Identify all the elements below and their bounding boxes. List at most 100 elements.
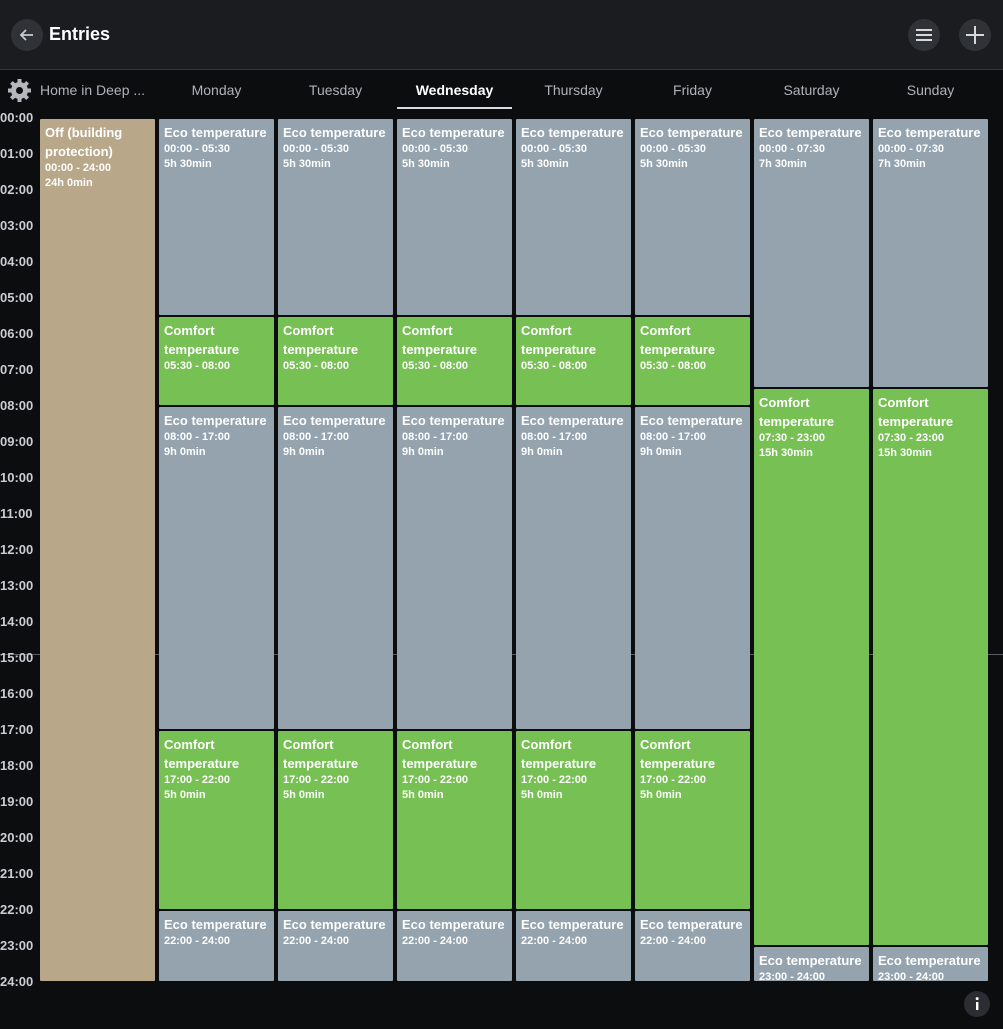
info-button[interactable]	[964, 991, 990, 1017]
schedule-entry[interactable]: Eco temperature 23:00 - 24:00	[873, 947, 988, 981]
entry-range: 22:00 - 24:00	[164, 935, 231, 947]
hour-label: 09:00	[0, 434, 34, 449]
menu-button[interactable]	[908, 19, 940, 51]
entry-range: 17:00 - 22:00	[283, 774, 350, 786]
entry-title: Eco temperature	[759, 125, 862, 140]
schedule-entry[interactable]: Eco temperature 00:00 - 05:30 5h 30min	[397, 119, 512, 315]
entry-range: 05:30 - 08:00	[164, 360, 231, 372]
entry-duration: 5h 0min	[402, 789, 444, 801]
day-tab[interactable]: Monday	[191, 82, 242, 98]
entry-duration: 5h 30min	[640, 158, 688, 170]
schedule-entry[interactable]: Comfort temperature 05:30 - 08:00	[397, 317, 512, 405]
schedule-entry[interactable]: Eco temperature 08:00 - 17:00 9h 0min	[159, 407, 274, 729]
schedule-entry[interactable]: Eco temperature 08:00 - 17:00 9h 0min	[278, 407, 393, 729]
schedule-entry[interactable]: Eco temperature 08:00 - 17:00 9h 0min	[516, 407, 631, 729]
schedule-entry[interactable]: Eco temperature 08:00 - 17:00 9h 0min	[397, 407, 512, 729]
schedule-entry[interactable]: Comfort temperature 17:00 - 22:00 5h 0min	[397, 731, 512, 909]
entry-title: Eco temperature	[402, 413, 505, 428]
hour-label: 10:00	[0, 470, 34, 485]
schedule-entry[interactable]: Eco temperature 22:00 - 24:00	[635, 911, 750, 981]
hour-label: 07:00	[0, 362, 34, 377]
zone-tab[interactable]: Home in Deep ...	[40, 82, 146, 98]
entry-title: Comfort temperature	[640, 323, 716, 357]
entry-title: Off (building protection)	[45, 125, 123, 159]
schedule-entry[interactable]: Comfort temperature 05:30 - 08:00	[159, 317, 274, 405]
hour-label: 08:00	[0, 398, 34, 413]
schedule-entry[interactable]: Eco temperature 00:00 - 07:30 7h 30min	[754, 119, 869, 387]
entry-range: 00:00 - 05:30	[164, 143, 231, 155]
schedule-entry[interactable]: Eco temperature 00:00 - 07:30 7h 30min	[873, 119, 988, 387]
schedule-entry[interactable]: Eco temperature 00:00 - 05:30 5h 30min	[159, 119, 274, 315]
day-tab[interactable]: Wednesday	[397, 70, 512, 110]
back-button[interactable]	[11, 19, 43, 51]
top-bar: Entries	[0, 0, 1003, 70]
hour-label: 14:00	[0, 614, 34, 629]
entry-title: Eco temperature	[164, 125, 267, 140]
entry-title: Eco temperature	[640, 125, 743, 140]
entry-duration: 5h 0min	[283, 789, 325, 801]
schedule-entry[interactable]: Comfort temperature 07:30 - 23:00 15h 30mi…	[873, 389, 988, 945]
entry-title: Eco temperature	[521, 125, 624, 140]
hour-label: 12:00	[0, 542, 34, 557]
entry-duration: 5h 0min	[640, 789, 682, 801]
entry-range: 00:00 - 07:30	[759, 143, 826, 155]
schedule-entry[interactable]: Comfort temperature 17:00 - 22:00 5h 0min	[516, 731, 631, 909]
entry-title: Comfort temperature	[878, 395, 954, 429]
entry-title: Eco temperature	[878, 125, 981, 140]
entry-title: Eco temperature	[640, 413, 743, 428]
entry-range: 08:00 - 17:00	[640, 431, 707, 443]
entry-range: 17:00 - 22:00	[640, 774, 707, 786]
schedule-entry[interactable]: Eco temperature 00:00 - 05:30 5h 30min	[278, 119, 393, 315]
entry-title: Comfort temperature	[521, 737, 597, 771]
entry-range: 22:00 - 24:00	[640, 935, 707, 947]
entry-duration: 5h 30min	[164, 158, 212, 170]
hour-label: 03:00	[0, 218, 34, 233]
schedule-entry[interactable]: Comfort temperature 05:30 - 08:00	[278, 317, 393, 405]
day-tab[interactable]: Sunday	[906, 82, 955, 98]
entry-range: 17:00 - 22:00	[164, 774, 231, 786]
schedule-entry[interactable]: Comfort temperature 17:00 - 22:00 5h 0min	[635, 731, 750, 909]
entry-title: Eco temperature	[640, 917, 743, 932]
schedule-entry[interactable]: Comfort temperature 05:30 - 08:00	[516, 317, 631, 405]
day-tab[interactable]: Saturday	[783, 82, 840, 98]
hour-label: 00:00	[0, 110, 34, 125]
schedule-entry[interactable]: Comfort temperature 05:30 - 08:00	[635, 317, 750, 405]
entry-title: Comfort temperature	[759, 395, 835, 429]
entry-duration: 15h 30min	[759, 447, 813, 459]
schedule-entry[interactable]: Off (building protection) 00:00 - 24:00 24…	[40, 119, 155, 981]
entry-title: Comfort temperature	[402, 737, 478, 771]
entry-title: Eco temperature	[402, 917, 505, 932]
entry-duration: 5h 0min	[164, 789, 206, 801]
entry-duration: 5h 30min	[402, 158, 450, 170]
hour-label: 16:00	[0, 686, 34, 701]
entry-title: Comfort temperature	[283, 737, 359, 771]
add-button[interactable]	[959, 19, 991, 51]
entry-range: 22:00 - 24:00	[402, 935, 469, 947]
schedule-entry[interactable]: Eco temperature 22:00 - 24:00	[278, 911, 393, 981]
hour-label: 15:00	[0, 650, 34, 665]
schedule-entry[interactable]: Comfort temperature 17:00 - 22:00 5h 0min	[278, 731, 393, 909]
hour-label: 23:00	[0, 938, 34, 953]
schedule-entry[interactable]: Eco temperature 08:00 - 17:00 9h 0min	[635, 407, 750, 729]
entry-range: 17:00 - 22:00	[402, 774, 469, 786]
schedule-entry[interactable]: Eco temperature 22:00 - 24:00	[516, 911, 631, 981]
schedule-entry[interactable]: Eco temperature 22:00 - 24:00	[397, 911, 512, 981]
schedule-entry[interactable]: Eco temperature 22:00 - 24:00	[159, 911, 274, 981]
day-tab[interactable]: Friday	[673, 82, 712, 98]
entry-range: 00:00 - 05:30	[283, 143, 350, 155]
day-tab[interactable]: Tuesday	[308, 82, 363, 98]
settings-icon[interactable]	[7, 78, 32, 103]
hour-label: 02:00	[0, 182, 34, 197]
add-icon	[966, 26, 984, 44]
schedule-entry[interactable]: Comfort temperature 07:30 - 23:00 15h 30mi…	[754, 389, 869, 945]
schedule-entry[interactable]: Eco temperature 23:00 - 24:00	[754, 947, 869, 981]
schedule-entry[interactable]: Eco temperature 00:00 - 05:30 5h 30min	[516, 119, 631, 315]
entry-range: 07:30 - 23:00	[759, 432, 826, 444]
schedule-entry[interactable]: Eco temperature 00:00 - 05:30 5h 30min	[635, 119, 750, 315]
entry-title: Eco temperature	[521, 413, 624, 428]
schedule-entry[interactable]: Comfort temperature 17:00 - 22:00 5h 0min	[159, 731, 274, 909]
entry-title: Comfort temperature	[164, 323, 240, 357]
entry-range: 22:00 - 24:00	[521, 935, 588, 947]
entry-title: Comfort temperature	[640, 737, 716, 771]
day-tab[interactable]: Thursday	[544, 82, 603, 98]
